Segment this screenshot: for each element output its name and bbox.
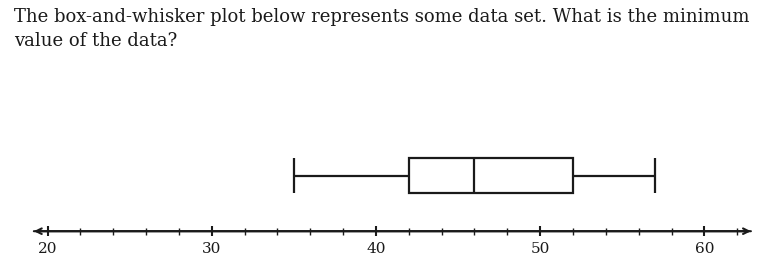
Text: 30: 30 <box>202 242 221 256</box>
Text: 50: 50 <box>531 242 550 256</box>
Text: The box-and-whisker plot below represents some data set. What is the minimum
val: The box-and-whisker plot below represent… <box>14 8 750 50</box>
Text: 40: 40 <box>366 242 385 256</box>
Text: 20: 20 <box>38 242 57 256</box>
Bar <box>409 158 573 193</box>
Text: 60: 60 <box>695 242 714 256</box>
